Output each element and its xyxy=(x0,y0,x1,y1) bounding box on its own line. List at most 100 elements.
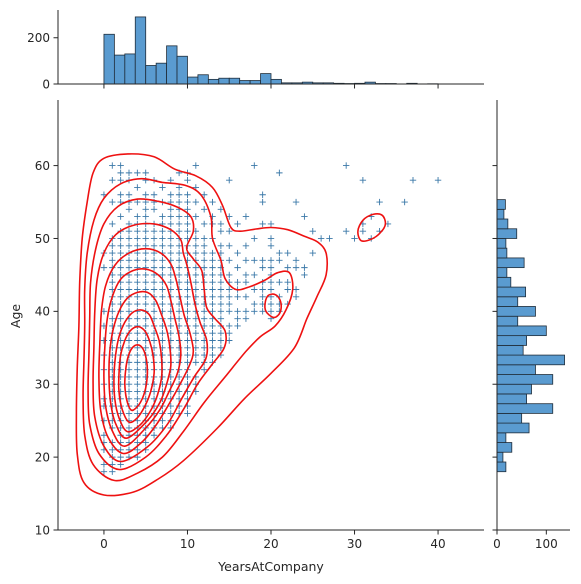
scatter-point xyxy=(259,308,266,315)
scatter-point xyxy=(217,242,225,249)
scatter-point xyxy=(175,257,183,264)
scatter-point xyxy=(125,381,133,388)
scatter-point xyxy=(217,286,225,293)
scatter-point xyxy=(209,308,216,315)
scatter-point xyxy=(242,279,250,286)
scatter-point xyxy=(234,279,241,286)
scatter-point xyxy=(134,373,141,381)
scatter-point xyxy=(109,257,116,264)
y-histogram-bar xyxy=(496,276,512,288)
kde-contour-line xyxy=(82,177,294,482)
scatter-point xyxy=(109,337,116,344)
kde-contour-line xyxy=(117,325,156,424)
scatter-point xyxy=(200,315,208,322)
scatter-point xyxy=(267,300,275,308)
scatter-point xyxy=(134,293,141,300)
scatter-point xyxy=(259,191,266,198)
scatter-point xyxy=(150,279,158,286)
scatter-point xyxy=(175,227,183,235)
scatter-point xyxy=(159,264,166,271)
scatter-point xyxy=(117,424,124,432)
y-histogram-bar xyxy=(496,412,523,424)
scatter-point xyxy=(184,213,191,220)
scatter-point xyxy=(175,264,183,271)
scatter-point xyxy=(184,337,191,344)
scatter-point xyxy=(234,264,241,271)
scatter-point xyxy=(192,235,200,242)
kde-contour-line xyxy=(75,153,329,497)
scatter-point xyxy=(284,279,291,286)
scatter-point xyxy=(125,191,133,198)
scatter-point xyxy=(134,439,141,446)
scatter-point xyxy=(200,344,208,351)
scatter-point xyxy=(142,242,149,249)
kde-contour-line xyxy=(108,290,172,439)
scatter-point xyxy=(117,235,124,242)
scatter-point xyxy=(242,271,250,279)
y-histogram-bar xyxy=(496,451,504,463)
scatter-point xyxy=(125,424,133,432)
scatter-point xyxy=(259,220,266,228)
scatter-point xyxy=(134,410,141,417)
scatter-point xyxy=(184,293,191,300)
scatter-point xyxy=(100,468,108,475)
scatter-point xyxy=(192,351,200,359)
scatter-point xyxy=(200,220,208,228)
scatter-point xyxy=(142,337,149,344)
scatter-point xyxy=(276,249,283,257)
scatter-point xyxy=(134,351,141,359)
scatter-point xyxy=(217,293,225,300)
scatter-point xyxy=(134,388,141,395)
x-histogram-bar xyxy=(207,78,220,85)
scatter-point xyxy=(142,176,149,184)
x-histogram-bar xyxy=(228,77,241,85)
scatter-point xyxy=(134,227,141,235)
scatter-point xyxy=(175,198,183,206)
axes: 0 10 20 30 40 10 20 30 40 50 60 0 200 0 100 xyxy=(27,10,570,551)
kde-contour-line xyxy=(357,213,387,242)
x-tick-label: 20 xyxy=(263,537,278,551)
scatter-point xyxy=(175,373,183,381)
scatter-point xyxy=(109,242,116,249)
kde-contours xyxy=(75,153,387,497)
scatter-point xyxy=(175,315,183,322)
scatter-point xyxy=(242,293,250,300)
scatter-point xyxy=(267,308,275,315)
scatter-point xyxy=(209,351,216,359)
scatter-point xyxy=(100,432,108,439)
scatter-point xyxy=(175,184,183,191)
scatter-point xyxy=(167,191,174,198)
y-tick-label: 50 xyxy=(35,232,50,246)
scatter-point xyxy=(134,257,141,264)
scatter-point xyxy=(100,264,108,271)
scatter-point xyxy=(309,227,316,235)
scatter-point xyxy=(226,308,233,315)
scatter-point xyxy=(226,293,233,300)
scatter-point xyxy=(134,337,141,344)
scatter-point xyxy=(125,235,133,242)
scatter-point xyxy=(125,242,133,249)
scatter-point xyxy=(125,206,133,213)
scatter-point xyxy=(167,235,174,242)
x-tick-label: 10 xyxy=(180,537,195,551)
scatter-point xyxy=(309,249,316,257)
y-histogram-bar xyxy=(496,306,536,317)
scatter-point xyxy=(125,410,133,417)
scatter-point xyxy=(226,176,233,184)
scatter-point xyxy=(359,227,367,235)
scatter-point xyxy=(117,176,124,184)
scatter-point xyxy=(134,169,141,177)
scatter-point xyxy=(409,176,417,184)
y-tick-label: 60 xyxy=(35,159,50,173)
scatter-point xyxy=(150,432,158,439)
y-tick-label: 30 xyxy=(35,378,50,392)
scatter-point xyxy=(192,264,200,271)
scatter-point xyxy=(251,286,258,293)
scatter-point xyxy=(259,198,266,206)
scatter-point xyxy=(117,242,124,249)
scatter-point xyxy=(134,184,141,191)
x-tick-label: 40 xyxy=(430,537,445,551)
scatter-point xyxy=(134,359,141,366)
scatter-point xyxy=(192,249,200,257)
x-histogram-bar xyxy=(113,54,126,85)
